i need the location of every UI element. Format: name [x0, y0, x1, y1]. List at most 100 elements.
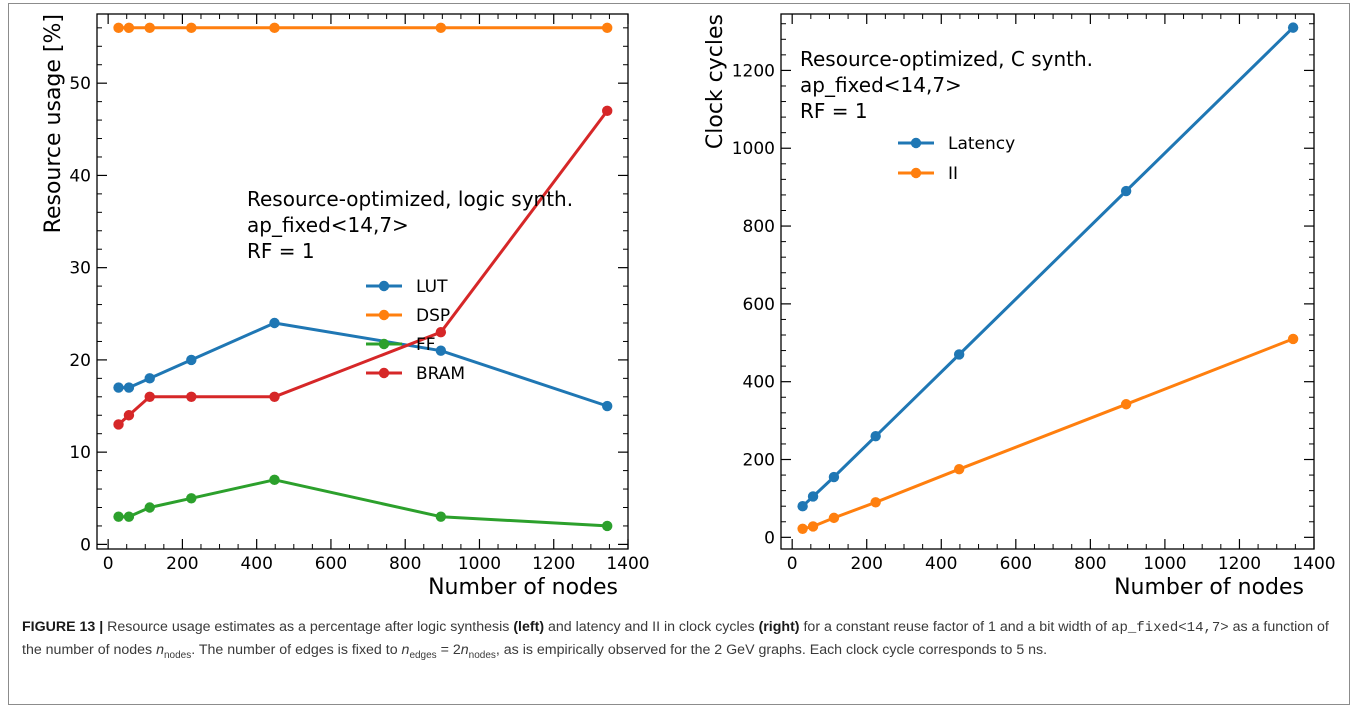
legend-label-dsp: DSP	[416, 306, 450, 326]
caption-label: FIGURE 13 |	[22, 619, 104, 635]
caption-text-1: Resource usage estimates as a percentage…	[103, 619, 514, 635]
plot-frame	[96, 13, 629, 550]
data-point-ff	[269, 474, 280, 486]
y-tick-label: 10	[69, 443, 91, 463]
data-point-latency	[1287, 22, 1299, 33]
x-tick-label: 800	[389, 554, 421, 574]
legend-label-lut: LUT	[416, 277, 448, 297]
legend-marker-lut	[378, 280, 390, 292]
legend-marker-ff	[378, 338, 390, 350]
y-tick-label: 1000	[732, 139, 775, 159]
x-tick-label: 1200	[1218, 554, 1261, 574]
caption-n-symbol-edges: n	[401, 642, 410, 658]
data-point-ff	[435, 511, 447, 522]
x-tick-label: 400	[925, 554, 957, 574]
x-tick-label: 1400	[1292, 554, 1335, 574]
data-point-bram	[269, 391, 280, 403]
data-point-ff	[144, 502, 155, 513]
legend-label-ff: FF	[416, 335, 436, 355]
x-tick-label: 1000	[1143, 554, 1186, 574]
caption-text-4: as a function of the number of nodes	[22, 619, 1329, 658]
x-tick-label: 1400	[606, 554, 649, 574]
data-point-bram	[435, 327, 447, 338]
x-axis-label: Number of nodes	[1114, 575, 1304, 600]
data-point-dsp	[602, 22, 613, 34]
data-point-bram	[123, 410, 135, 421]
data-point-lut	[113, 382, 124, 393]
caption-text-2: and latency and II in clock cycles	[544, 619, 759, 635]
caption-n-symbol-nodes2: n	[460, 642, 469, 658]
data-point-ff	[113, 511, 124, 522]
x-tick-label: 200	[166, 554, 198, 574]
data-point-bram	[113, 419, 124, 430]
x-axis-label: Number of nodes	[428, 575, 618, 600]
chart-1: 0 200 400 600 800 1000 1200 1400 0 10 20 30 40 50 Numb…	[41, 13, 650, 600]
data-point-ii	[797, 523, 808, 534]
y-tick-label: 50	[69, 74, 91, 94]
legend-marker-dsp	[378, 309, 390, 321]
data-point-ii	[870, 497, 881, 508]
data-point-dsp	[144, 22, 155, 34]
annotation-line: RF = 1	[800, 99, 868, 123]
data-point-dsp	[269, 22, 280, 34]
x-tick-label: 0	[103, 554, 114, 574]
data-point-dsp	[186, 22, 197, 34]
x-tick-label: 200	[851, 554, 883, 574]
x-tick-label: 1000	[458, 554, 501, 574]
x-tick-label: 800	[1074, 554, 1106, 574]
legend-label-bram: BRAM	[416, 364, 465, 384]
caption-nodes-sub: nodes	[163, 649, 192, 661]
data-point-lut	[435, 345, 447, 356]
data-point-bram	[144, 391, 155, 403]
data-point-latency	[953, 349, 965, 360]
chart-2: 0 200 400 600 800 1000 1200 1400 0 200 400 600 800 10…	[703, 13, 1336, 600]
caption-nodes-sub-2: nodes	[468, 649, 496, 661]
y-tick-label: 0	[764, 528, 775, 548]
data-point-dsp	[123, 22, 135, 34]
data-point-bram	[602, 105, 613, 117]
annotation-line: Resource-optimized, logic synth.	[247, 187, 573, 211]
x-tick-label: 0	[787, 554, 798, 574]
data-point-ff	[602, 520, 613, 532]
y-tick-label: 1200	[732, 61, 775, 81]
caption-text-6: , as is empirically observed for the 2 G…	[495, 642, 1048, 658]
caption-eq: = 2	[436, 642, 461, 658]
legend-marker-ii	[910, 167, 922, 179]
plot-frame	[780, 13, 1315, 550]
caption-right-word: (right)	[758, 619, 800, 635]
data-point-lut	[602, 400, 613, 412]
x-tick-label: 600	[1000, 554, 1032, 574]
y-tick-label: 200	[743, 451, 775, 471]
y-tick-label: 400	[743, 373, 775, 393]
figure-charts: 0 200 400 600 800 1000 1200 1400 0 10 20 30 40 50 Numb…	[41, 13, 1336, 600]
data-point-latency	[1120, 185, 1132, 197]
series-line-bram	[117, 109, 609, 426]
y-axis-label: Resource usage [%]	[41, 14, 66, 233]
data-point-latency	[797, 501, 808, 512]
y-tick-label: 40	[69, 166, 91, 186]
annotation-line: ap_fixed<14,7>	[247, 213, 409, 237]
data-point-ff	[123, 511, 135, 522]
data-point-lut	[186, 354, 197, 366]
data-point-ii	[953, 464, 965, 475]
figure-frame	[8, 3, 1350, 705]
legend-marker-bram	[378, 367, 390, 379]
data-point-ii	[1287, 333, 1299, 345]
y-tick-label: 600	[743, 295, 775, 315]
x-tick-label: 600	[315, 554, 347, 574]
caption-left-word: (left)	[513, 619, 545, 635]
x-tick-label: 1200	[532, 554, 575, 574]
legend-label-latency: Latency	[948, 134, 1015, 154]
figure-caption: FIGURE 13 | Resource usage estimates as …	[22, 616, 1342, 667]
data-point-lut	[144, 373, 155, 384]
data-point-latency	[870, 430, 881, 442]
caption-code: ap_fixed<14,7>	[1111, 620, 1229, 636]
y-tick-label: 0	[80, 535, 91, 555]
data-point-latency	[807, 491, 819, 502]
data-point-dsp	[113, 22, 124, 34]
data-point-ii	[807, 521, 819, 532]
caption-text-3: for a constant reuse factor of 1 and a b…	[799, 619, 1112, 635]
data-point-lut	[269, 317, 280, 329]
data-point-lut	[123, 382, 135, 393]
caption-text-5: . The number of edges is fixed to	[191, 642, 402, 658]
